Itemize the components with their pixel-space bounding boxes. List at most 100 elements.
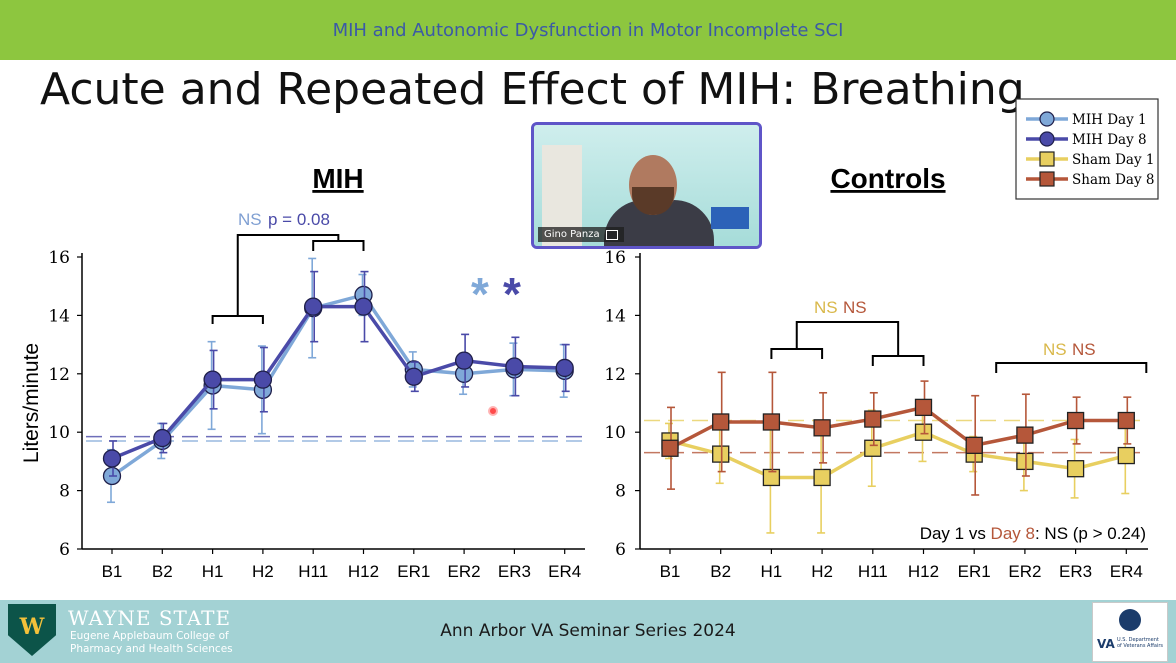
data-point bbox=[153, 428, 172, 448]
bracket-h1-h2 bbox=[770, 348, 824, 359]
data-point bbox=[253, 370, 273, 389]
significance-star-day8: * bbox=[503, 268, 521, 320]
ns-label: NS bbox=[843, 298, 867, 317]
video-blue-box bbox=[711, 207, 749, 229]
x-tick-label: H2 bbox=[252, 562, 274, 581]
x-tick-label: H11 bbox=[858, 562, 888, 581]
legend-label: MIH Day 8 bbox=[1072, 132, 1147, 148]
bracket-connector bbox=[795, 321, 900, 356]
x-tick-label: ER3 bbox=[1059, 562, 1092, 581]
data-point bbox=[1066, 411, 1085, 430]
x-tick-label: ER2 bbox=[448, 562, 481, 581]
x-tick-label: ER3 bbox=[498, 562, 531, 581]
x-tick-label: H12 bbox=[908, 562, 939, 581]
screen-share-icon[interactable] bbox=[605, 229, 618, 240]
header-banner-text: MIH and Autonomic Dysfunction in Motor I… bbox=[332, 19, 844, 41]
y-tick-label: 10 bbox=[604, 423, 626, 443]
x-tick-label: B1 bbox=[102, 562, 123, 581]
x-tick-label: B2 bbox=[152, 562, 173, 581]
data-point bbox=[505, 357, 524, 376]
x-tick-label: ER1 bbox=[397, 562, 430, 581]
x-tick-label: H12 bbox=[348, 562, 379, 581]
ns-label: NS bbox=[1072, 340, 1096, 359]
legend-marker bbox=[1039, 111, 1055, 127]
va-dept: U.S. Department of Veterans Affairs bbox=[1117, 637, 1165, 649]
p-value-label: p = 0.08 bbox=[268, 210, 330, 229]
charts-svg: MIH 6 8 10 12 14 16 B1 B2 H1 H2 H11 H12 ER1 ER2 ER3 ER4 L… bbox=[20, 98, 1159, 581]
data-point bbox=[712, 413, 730, 431]
laser-pointer-dot bbox=[488, 406, 498, 416]
data-point bbox=[203, 370, 222, 389]
chart-title-1: Controls bbox=[830, 163, 945, 194]
x-tick-label: ER4 bbox=[548, 562, 581, 581]
x-tick-label: H2 bbox=[811, 562, 833, 581]
x-tick-label: ER1 bbox=[958, 562, 991, 581]
y-tick-label: 14 bbox=[48, 306, 70, 326]
participant-name-tag: Gino Panza bbox=[538, 227, 624, 242]
college-name: Eugene Applebaum College of Pharmacy and… bbox=[70, 630, 233, 656]
legend-label: Sham Day 8 bbox=[1072, 172, 1154, 188]
ns-label: NS bbox=[238, 210, 262, 229]
y-tick-label: 14 bbox=[604, 306, 626, 326]
data-point bbox=[1117, 446, 1135, 465]
x-tick-label: H1 bbox=[202, 562, 224, 581]
college-line-1: Eugene Applebaum College of bbox=[70, 630, 229, 642]
data-point bbox=[813, 419, 831, 437]
y-tick-label: 6 bbox=[59, 540, 70, 560]
ns-label: NS bbox=[1043, 340, 1067, 359]
data-point bbox=[102, 449, 122, 468]
data-point bbox=[762, 468, 781, 487]
y-tick-label: 16 bbox=[604, 248, 626, 268]
data-point bbox=[1016, 452, 1034, 471]
data-point bbox=[864, 410, 882, 428]
bracket-connector bbox=[236, 234, 340, 316]
series-line-mih-day-8 bbox=[111, 304, 565, 461]
bracket-h11-h12 bbox=[871, 355, 925, 366]
data-point bbox=[454, 351, 474, 370]
university-name: WAYNE STATE bbox=[68, 606, 232, 630]
comparison-day8: Day 8 bbox=[991, 524, 1035, 543]
data-point bbox=[914, 423, 933, 441]
y-tick-label: 8 bbox=[615, 482, 626, 502]
data-point bbox=[555, 358, 574, 378]
slide-title: Acute and Repeated Effect of MIH: Breath… bbox=[40, 64, 1025, 115]
x-tick-label: B2 bbox=[710, 562, 731, 581]
significance-star-day1: * bbox=[471, 268, 489, 320]
va-dept-line-1: U.S. Department bbox=[1117, 637, 1159, 643]
participant-name: Gino Panza bbox=[544, 229, 600, 240]
legend-marker bbox=[1039, 131, 1055, 147]
ns-label: NS bbox=[814, 298, 838, 317]
bracket-h11-h12 bbox=[312, 240, 365, 251]
x-tick-label: H1 bbox=[761, 562, 783, 581]
x-tick-label: B1 bbox=[660, 562, 681, 581]
data-point bbox=[762, 413, 781, 431]
legend-marker bbox=[1039, 171, 1055, 187]
y-tick-label: 8 bbox=[59, 482, 70, 502]
x-tick-label: H11 bbox=[298, 562, 328, 581]
va-seal-icon bbox=[1119, 609, 1141, 631]
bracket-h1-h2 bbox=[211, 315, 264, 324]
header-banner: MIH and Autonomic Dysfunction in Motor I… bbox=[0, 0, 1176, 60]
seminar-title: Ann Arbor VA Seminar Series 2024 bbox=[440, 621, 736, 641]
data-point bbox=[914, 398, 933, 417]
series-line-sham-day-1 bbox=[669, 430, 1127, 480]
y-tick-label: 12 bbox=[48, 365, 70, 385]
y-tick-label: 12 bbox=[604, 365, 626, 385]
data-point bbox=[813, 468, 831, 487]
va-dept-line-2: of Veterans Affairs bbox=[1117, 643, 1164, 649]
college-line-2: Pharmacy and Health Sciences bbox=[70, 643, 233, 655]
data-point bbox=[661, 439, 679, 457]
data-point bbox=[1016, 426, 1034, 444]
data-point bbox=[1117, 411, 1135, 430]
va-logo: VA U.S. Department of Veterans Affairs bbox=[1092, 602, 1168, 662]
y-tick-label: 6 bbox=[615, 540, 626, 560]
data-point bbox=[404, 367, 423, 386]
chart-title-0: MIH bbox=[312, 163, 363, 194]
video-tile[interactable]: Gino Panza bbox=[531, 122, 762, 249]
data-point bbox=[354, 297, 373, 316]
legend-label: MIH Day 1 bbox=[1072, 112, 1147, 128]
va-mark: VA bbox=[1097, 637, 1115, 651]
comparison-note: Day 1 vs Day 8: NS (p > 0.24) bbox=[920, 524, 1146, 543]
charts-area: MIH 6 8 10 12 14 16 B1 B2 H1 H2 H11 H12 ER1 ER2 ER3 ER4 L… bbox=[20, 98, 1159, 581]
data-point bbox=[864, 439, 882, 457]
